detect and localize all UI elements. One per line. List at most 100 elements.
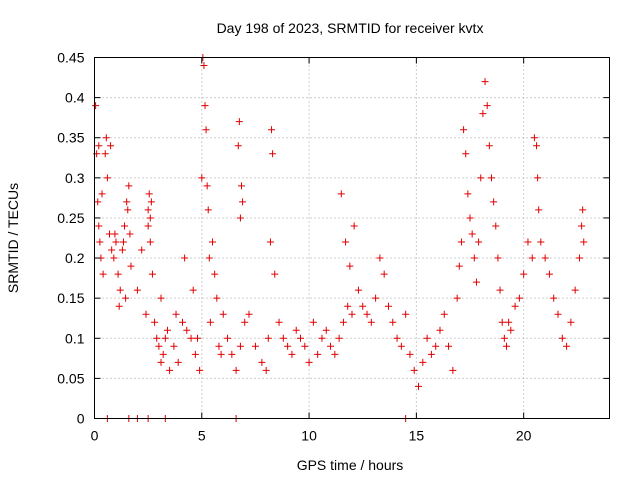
data-point — [264, 334, 272, 342]
data-point — [327, 342, 335, 350]
data-point — [455, 262, 463, 270]
data-point — [372, 294, 380, 302]
y-tick-label: 0.2 — [65, 250, 85, 266]
data-point — [335, 334, 343, 342]
data-point — [423, 334, 431, 342]
data-point — [580, 238, 588, 246]
data-point — [219, 310, 227, 318]
data-point — [492, 222, 500, 230]
data-point — [470, 254, 478, 262]
data-point — [309, 318, 317, 326]
data-point — [524, 238, 532, 246]
data-point — [507, 326, 515, 334]
data-point — [275, 318, 283, 326]
data-point — [153, 334, 161, 342]
data-point — [284, 342, 292, 350]
data-point — [537, 238, 545, 246]
data-point — [151, 318, 159, 326]
data-point — [337, 190, 345, 198]
grid-lines — [94, 57, 610, 419]
data-point — [346, 262, 354, 270]
data-point — [535, 206, 543, 214]
data-point — [432, 342, 440, 350]
data-point — [380, 270, 388, 278]
data-point — [181, 254, 189, 262]
data-point — [236, 342, 244, 350]
data-point — [554, 310, 562, 318]
data-point — [138, 246, 146, 254]
data-point — [279, 334, 287, 342]
data-point — [159, 350, 167, 358]
data-point — [157, 294, 165, 302]
data-point — [108, 246, 116, 254]
data-point — [118, 246, 126, 254]
y-tick-label: 0.1 — [65, 330, 85, 346]
data-point — [483, 102, 491, 110]
data-point — [258, 358, 266, 366]
data-point — [215, 342, 223, 350]
y-tick-label: 0.05 — [57, 370, 84, 386]
data-point — [189, 286, 197, 294]
data-point — [402, 310, 410, 318]
data-point — [146, 214, 154, 222]
chart-title: Day 198 of 2023, SRMTID for receiver kvt… — [217, 20, 484, 36]
data-point — [436, 326, 444, 334]
data-point — [92, 102, 100, 110]
data-point — [155, 342, 163, 350]
data-point — [485, 142, 493, 150]
data-point — [534, 174, 542, 182]
data-point — [112, 238, 120, 246]
data-point — [245, 310, 253, 318]
data-point — [297, 334, 304, 342]
data-point — [579, 206, 587, 214]
data-point — [318, 334, 326, 342]
data-point — [111, 230, 119, 238]
data-point — [187, 334, 195, 342]
data-point — [201, 102, 209, 110]
data-point — [350, 222, 358, 230]
data-point — [363, 310, 371, 318]
x-tick-label: 0 — [91, 428, 99, 444]
x-axis-label: GPS time / hours — [297, 457, 404, 473]
data-point — [204, 206, 212, 214]
data-point — [550, 294, 558, 302]
x-tick-label: 15 — [409, 428, 425, 444]
plot-frame — [94, 57, 610, 419]
y-axis-label: SRMTID / TECUs — [5, 183, 21, 293]
data-point — [116, 286, 124, 294]
data-point — [232, 366, 240, 374]
y-tick-label: 0.3 — [65, 170, 85, 186]
data-point — [494, 254, 502, 262]
data-point — [505, 318, 513, 326]
axis-ticks — [94, 57, 610, 419]
data-point — [251, 342, 259, 350]
data-point — [342, 238, 350, 246]
data-point — [481, 78, 489, 86]
data-point — [440, 310, 448, 318]
data-point — [339, 318, 347, 326]
data-point — [110, 254, 118, 262]
data-point — [209, 238, 217, 246]
data-point — [479, 110, 487, 118]
data-point — [236, 214, 244, 222]
data-point — [558, 334, 566, 342]
data-point — [142, 310, 150, 318]
data-point — [268, 126, 276, 134]
data-point — [94, 198, 102, 206]
data-point — [468, 230, 476, 238]
data-point — [202, 126, 210, 134]
data-point — [472, 278, 480, 286]
data-point — [163, 326, 171, 334]
data-point — [498, 318, 506, 326]
data-point — [206, 318, 214, 326]
data-point — [183, 326, 191, 334]
data-point — [397, 342, 405, 350]
data-point — [147, 198, 155, 206]
data-point — [145, 190, 153, 198]
data-point — [228, 350, 236, 358]
data-point — [563, 342, 571, 350]
x-tick-label: 5 — [198, 428, 206, 444]
data-point — [119, 238, 127, 246]
data-point — [419, 358, 427, 366]
